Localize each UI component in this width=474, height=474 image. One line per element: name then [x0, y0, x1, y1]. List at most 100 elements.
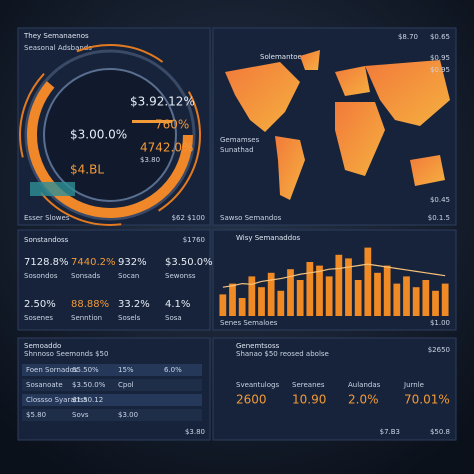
tile-value: 33.2% — [118, 299, 150, 310]
panel-subtitle: Shanao $50 reosed abolse — [236, 350, 329, 358]
footer-label: Esser Slowes — [24, 214, 70, 222]
tile-value: 2.50% — [24, 299, 56, 310]
stat-label: Aulandas — [348, 381, 381, 389]
world-map — [225, 50, 450, 200]
bar — [383, 265, 391, 316]
tile-label: Sosenes — [24, 314, 53, 322]
tile-value: 932% — [118, 257, 147, 268]
panel-total: $1760 — [183, 236, 205, 244]
metric: 760% — [155, 118, 189, 132]
table-cell: $5.80 — [26, 411, 46, 419]
table-cell: Foen Sornados — [26, 366, 78, 374]
tile-value: 7440.2% — [71, 257, 116, 268]
panel — [17, 229, 211, 331]
bar — [374, 272, 381, 316]
bar — [267, 272, 275, 316]
chart-title: Wisy Semanaddos — [236, 234, 300, 242]
table-cell: $3.00 — [118, 411, 138, 419]
table-cell: 6.0% — [164, 366, 182, 374]
panel-subtitle: Shnnoso Seemonds $50 — [24, 350, 108, 358]
metric: $3.80 — [140, 156, 160, 164]
stat-label: Jurnle — [403, 381, 424, 389]
panel — [212, 337, 457, 441]
table-cell: Cpol — [118, 381, 134, 389]
panel-title: Semoaddo — [24, 342, 61, 350]
panel — [212, 27, 457, 226]
tile-label: Sewonss — [165, 272, 196, 280]
panel-title: Genemtsoss — [236, 342, 280, 350]
panel-title: Sonstandoss — [24, 236, 69, 244]
panel-subtitle: Seasonal Adsbands — [24, 44, 92, 52]
footer-label: Sawso Semandos — [220, 214, 282, 222]
bar — [316, 265, 323, 316]
table-cell: Sovs — [72, 411, 89, 419]
footer-value: $62 $100 — [172, 214, 205, 222]
summary-stats: Sveantulogs 2600 Sereanes 10.90 Aulandas 2.0%… — [236, 381, 450, 407]
footer-value: $3.80 — [185, 428, 205, 436]
bar — [277, 290, 285, 316]
legend-entry: Gemamses — [220, 136, 260, 144]
footer-value: $1.00 — [430, 319, 450, 327]
header-value: $8.70 — [398, 33, 418, 41]
table-row — [22, 394, 202, 406]
bar — [412, 287, 420, 316]
bar — [296, 280, 304, 316]
tile-label: Sonsads — [71, 272, 101, 280]
bar — [258, 287, 265, 316]
tile-label: Sosa — [165, 314, 182, 322]
bar — [345, 258, 352, 316]
bar — [248, 276, 256, 316]
side-value: $0.95 — [430, 66, 450, 74]
tile-value: 88.88% — [71, 299, 109, 310]
stat-label: Sveantulogs — [236, 381, 279, 389]
panel-total: $2650 — [428, 346, 450, 354]
side-value: $0.45 — [430, 196, 450, 204]
bar-chart — [219, 247, 449, 316]
tile-value: $3.50.0% — [165, 257, 213, 268]
trend-line — [222, 263, 446, 288]
bar — [441, 283, 449, 316]
tile-label: Sosondos — [24, 272, 58, 280]
tile-label: Senntion — [71, 314, 102, 322]
table-cell: Sosanoate — [26, 381, 63, 389]
table-cell: 15% — [118, 366, 134, 374]
side-value: $0.95 — [430, 54, 450, 62]
tile-value: 4.1% — [165, 299, 190, 310]
bar — [335, 254, 343, 316]
header-value: $0.65 — [430, 33, 450, 41]
footer-label: Senes Semaloes — [220, 319, 278, 327]
stat-value: 10.90 — [292, 393, 326, 407]
stat-value: 2.0% — [348, 393, 379, 407]
bar — [238, 298, 246, 316]
stat-value: 2600 — [236, 393, 267, 407]
table-row — [22, 364, 202, 376]
tile-label: Sosels — [118, 314, 141, 322]
panel-title: Solemantoes — [260, 53, 306, 61]
bar — [229, 283, 236, 316]
bar — [432, 290, 439, 316]
bar — [393, 283, 401, 316]
stat-value: 70.01% — [404, 393, 450, 407]
stat-label: Sereanes — [292, 381, 325, 389]
metric: 4742.0% — [140, 141, 193, 155]
table-row — [22, 379, 202, 391]
footer-value: $50.8 — [430, 428, 450, 436]
bar — [403, 276, 410, 316]
metric: $4.BL — [70, 163, 104, 177]
table-cell: $1.50.12 — [72, 396, 103, 404]
table-cell: 65.50% — [72, 366, 99, 374]
bar — [325, 276, 333, 316]
tiles: 7128.8% Sosondos 7440.2% Sonsads 932% Socan $3… — [24, 257, 213, 322]
bar — [354, 280, 362, 316]
table-row — [22, 409, 202, 421]
tile-label: Socan — [118, 272, 139, 280]
tile-value: 7128.8% — [24, 257, 69, 268]
panel-title: They Semanaenos — [23, 32, 89, 40]
bar — [219, 294, 227, 316]
metric: $3.92.12% — [130, 95, 195, 109]
footer-value: $0.1.5 — [428, 214, 450, 222]
footer-value: $7.B3 — [380, 428, 400, 436]
bar — [287, 269, 294, 316]
